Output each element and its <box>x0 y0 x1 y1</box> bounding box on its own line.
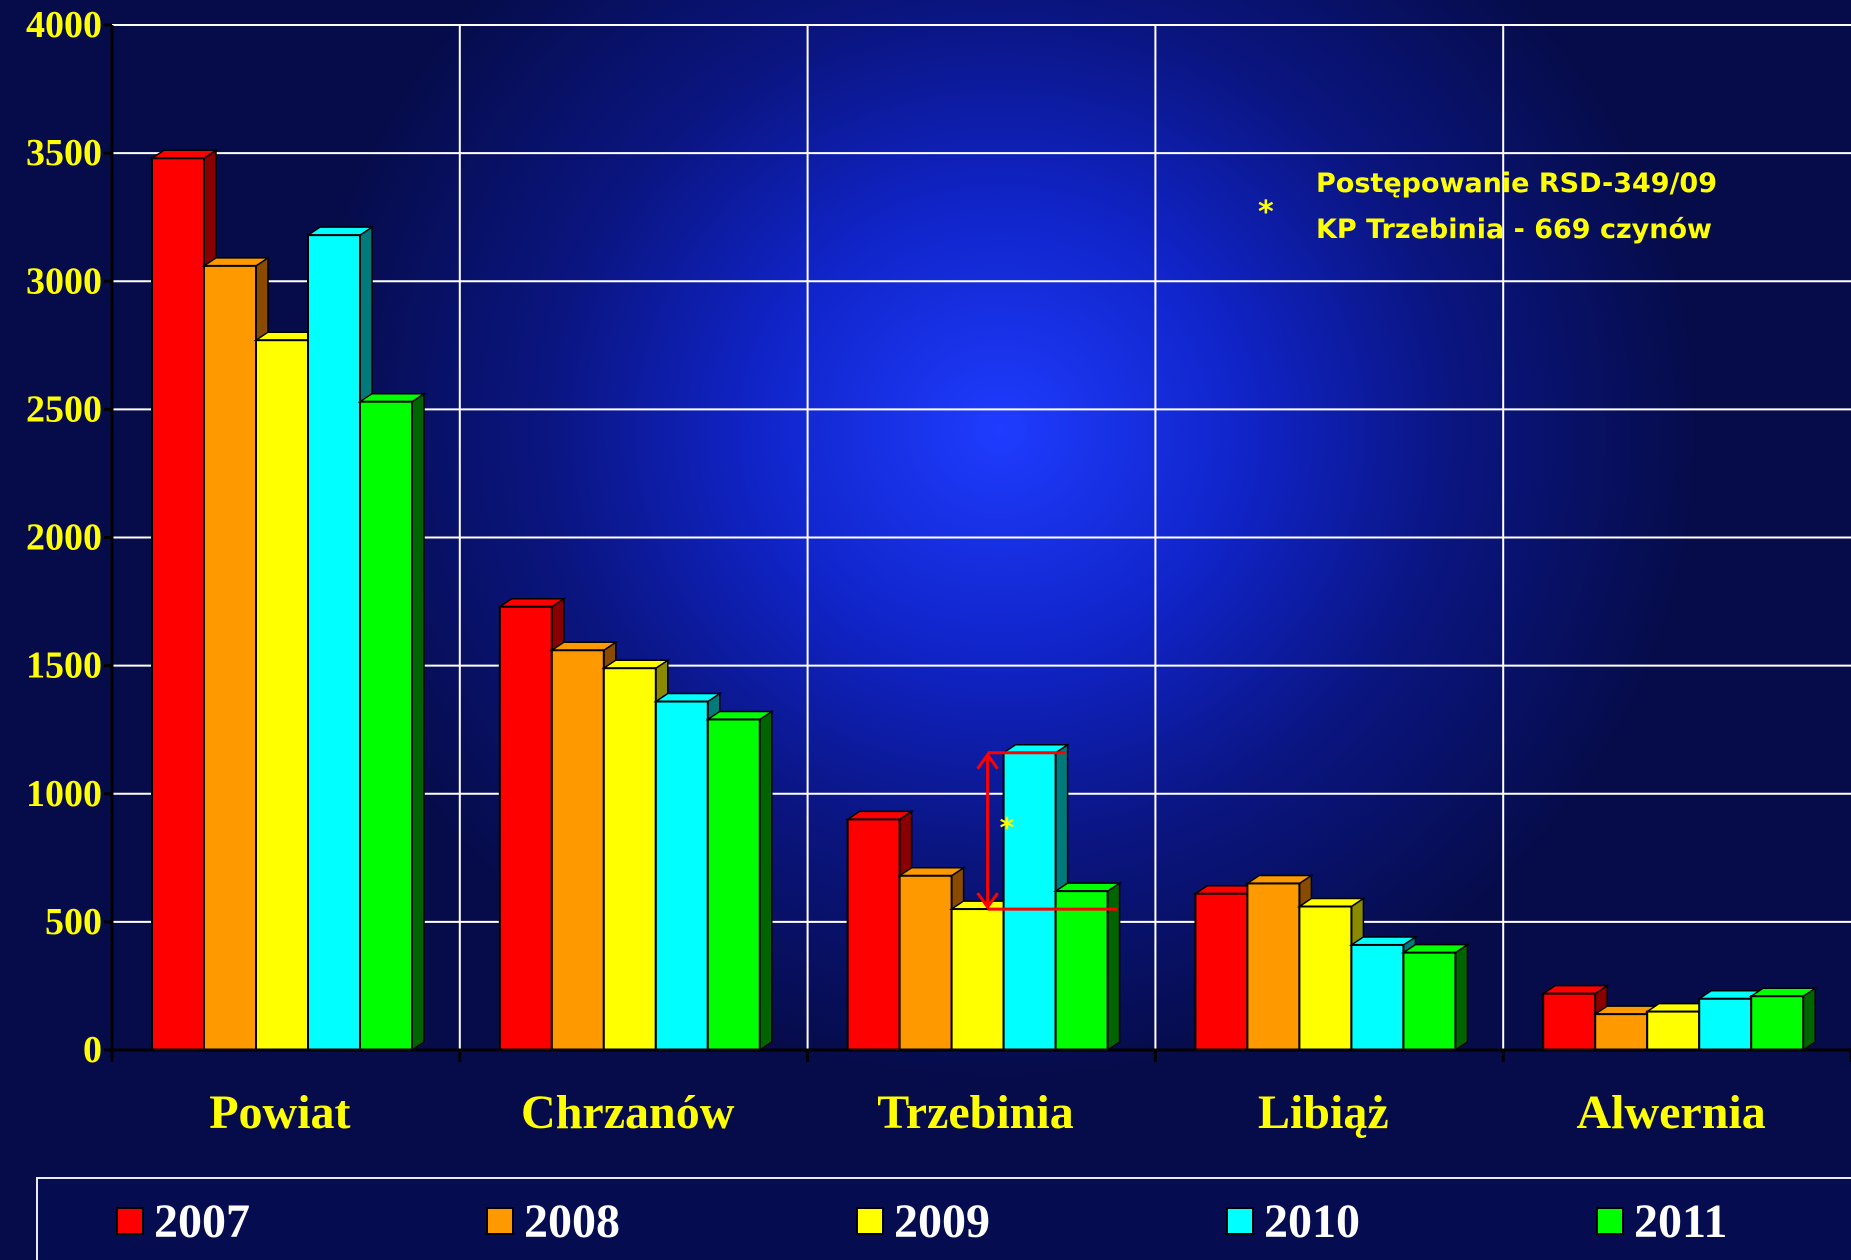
bar-top <box>1540 984 1610 995</box>
legend-label: 2009 <box>894 1194 990 1248</box>
bar <box>151 157 205 1051</box>
y-tick-label: 2500 <box>26 388 102 430</box>
bar-side <box>411 392 425 1052</box>
bar <box>1750 995 1805 1051</box>
bar <box>359 400 413 1051</box>
bracket-arrowhead-down <box>976 892 999 910</box>
legend-swatch <box>1226 1207 1254 1235</box>
legend-swatch <box>116 1207 144 1235</box>
y-tick-label: 2000 <box>26 517 102 559</box>
bar <box>1542 992 1597 1051</box>
bar <box>950 908 1005 1051</box>
bar <box>550 649 605 1051</box>
legend-label: 2007 <box>154 1194 250 1248</box>
bar <box>203 264 257 1051</box>
bar <box>1402 951 1457 1051</box>
bar-top <box>1748 987 1818 997</box>
annotation: * Postępowanie RSD-349/09 KP Trzebinia -… <box>976 168 1717 911</box>
bar <box>898 874 953 1051</box>
bar <box>1194 892 1249 1051</box>
bar <box>846 818 901 1051</box>
axes <box>104 23 1851 1062</box>
bar-top <box>201 257 271 267</box>
bar-side <box>1454 943 1469 1052</box>
bar <box>706 718 761 1051</box>
bar <box>1594 1013 1649 1051</box>
bar-top <box>149 149 219 159</box>
y-tick-label: 3000 <box>26 260 102 302</box>
bar <box>1054 890 1109 1051</box>
category-label: Powiat <box>209 1086 350 1139</box>
y-tick-label: 4000 <box>26 4 102 46</box>
category-label: Trzebinia <box>877 1086 1073 1139</box>
bar <box>1646 1010 1701 1051</box>
bar <box>654 700 709 1051</box>
bar-top <box>845 810 915 821</box>
legend: 2007 2008 2009 2010 2011 <box>36 1177 1851 1260</box>
category-label: Alwernia <box>1576 1086 1765 1139</box>
bar <box>1002 751 1057 1051</box>
bracket-star: * <box>1000 811 1015 844</box>
bar <box>1698 997 1753 1051</box>
bar <box>255 339 309 1051</box>
y-tick-label: 1500 <box>26 645 102 687</box>
annotation-star: * <box>1258 195 1274 230</box>
bar-chart: 0 500 1000 1500 2000 2500 3000 3500 4000 Powiat C… <box>26 4 1851 1139</box>
y-tick-label: 3500 <box>26 132 102 174</box>
y-tick-label: 1000 <box>26 773 102 815</box>
legend-swatch <box>1596 1207 1624 1235</box>
bar-top <box>1053 882 1123 892</box>
category-labels: Powiat Chrzanów Trzebinia Libiąż Alwernia <box>209 1086 1766 1139</box>
bars <box>149 148 1818 1052</box>
bar-top <box>357 392 427 403</box>
legend-swatch <box>486 1207 514 1235</box>
bar-top <box>897 867 967 877</box>
y-tick-labels: 0 500 1000 1500 2000 2500 3000 3500 4000 <box>26 4 102 1071</box>
bar <box>307 234 361 1051</box>
legend-label: 2008 <box>524 1194 620 1248</box>
legend-label: 2010 <box>1264 1194 1360 1248</box>
bar-top <box>305 226 375 236</box>
bar <box>1350 943 1405 1051</box>
bar-top <box>549 641 619 651</box>
bar <box>1298 905 1353 1051</box>
bar-top <box>705 710 775 721</box>
legend-swatch <box>856 1207 884 1235</box>
category-label: Libiąż <box>1258 1086 1389 1139</box>
bar-top <box>1244 874 1314 885</box>
bar <box>498 605 553 1051</box>
annotation-line-2: KP Trzebinia - 669 czynów <box>1316 214 1712 245</box>
legend-item-2010: 2010 <box>1226 1193 1360 1249</box>
bar-top <box>653 692 723 703</box>
bar-top <box>497 597 567 608</box>
legend-label: 2011 <box>1634 1194 1728 1248</box>
y-tick-label: 0 <box>83 1029 102 1071</box>
bracket-arrowhead-up <box>976 752 999 770</box>
bar-side <box>1802 986 1816 1052</box>
bar-top <box>1400 943 1470 954</box>
legend-item-2008: 2008 <box>486 1193 620 1249</box>
bar-top <box>1348 936 1418 946</box>
bar <box>602 667 657 1051</box>
legend-item-2007: 2007 <box>116 1193 250 1249</box>
bar-top <box>601 659 671 669</box>
category-label: Chrzanów <box>521 1086 735 1139</box>
annotation-line-1: Postępowanie RSD-349/09 <box>1316 168 1717 199</box>
legend-item-2011: 2011 <box>1596 1193 1727 1249</box>
bar-side <box>759 710 773 1052</box>
bar-top <box>1296 897 1366 908</box>
bar <box>1246 882 1301 1051</box>
legend-item-2009: 2009 <box>856 1193 990 1249</box>
y-tick-label: 500 <box>45 901 102 943</box>
